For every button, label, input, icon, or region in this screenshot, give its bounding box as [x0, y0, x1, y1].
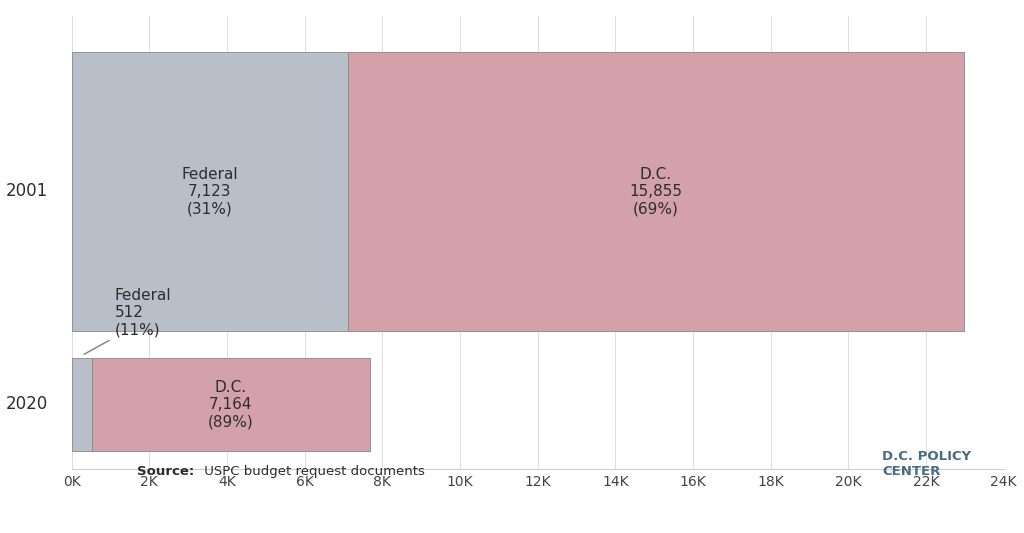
- Text: Federal
7,123
(31%): Federal 7,123 (31%): [181, 167, 239, 216]
- Bar: [72, 358, 91, 451]
- Text: Source:: Source:: [137, 465, 195, 478]
- Text: USPC budget request documents: USPC budget request documents: [201, 465, 425, 478]
- Text: D.C.
15,855
(69%): D.C. 15,855 (69%): [630, 167, 683, 216]
- Text: D.C.
7,164
(89%): D.C. 7,164 (89%): [208, 379, 254, 429]
- Bar: [91, 358, 370, 451]
- Text: D.C. POLICY
CENTER: D.C. POLICY CENTER: [883, 450, 972, 478]
- Bar: [348, 52, 964, 330]
- Bar: [72, 52, 348, 330]
- Text: Federal
512
(11%): Federal 512 (11%): [84, 288, 171, 354]
- Text: 2001: 2001: [6, 182, 48, 200]
- Text: 2020: 2020: [6, 395, 48, 414]
